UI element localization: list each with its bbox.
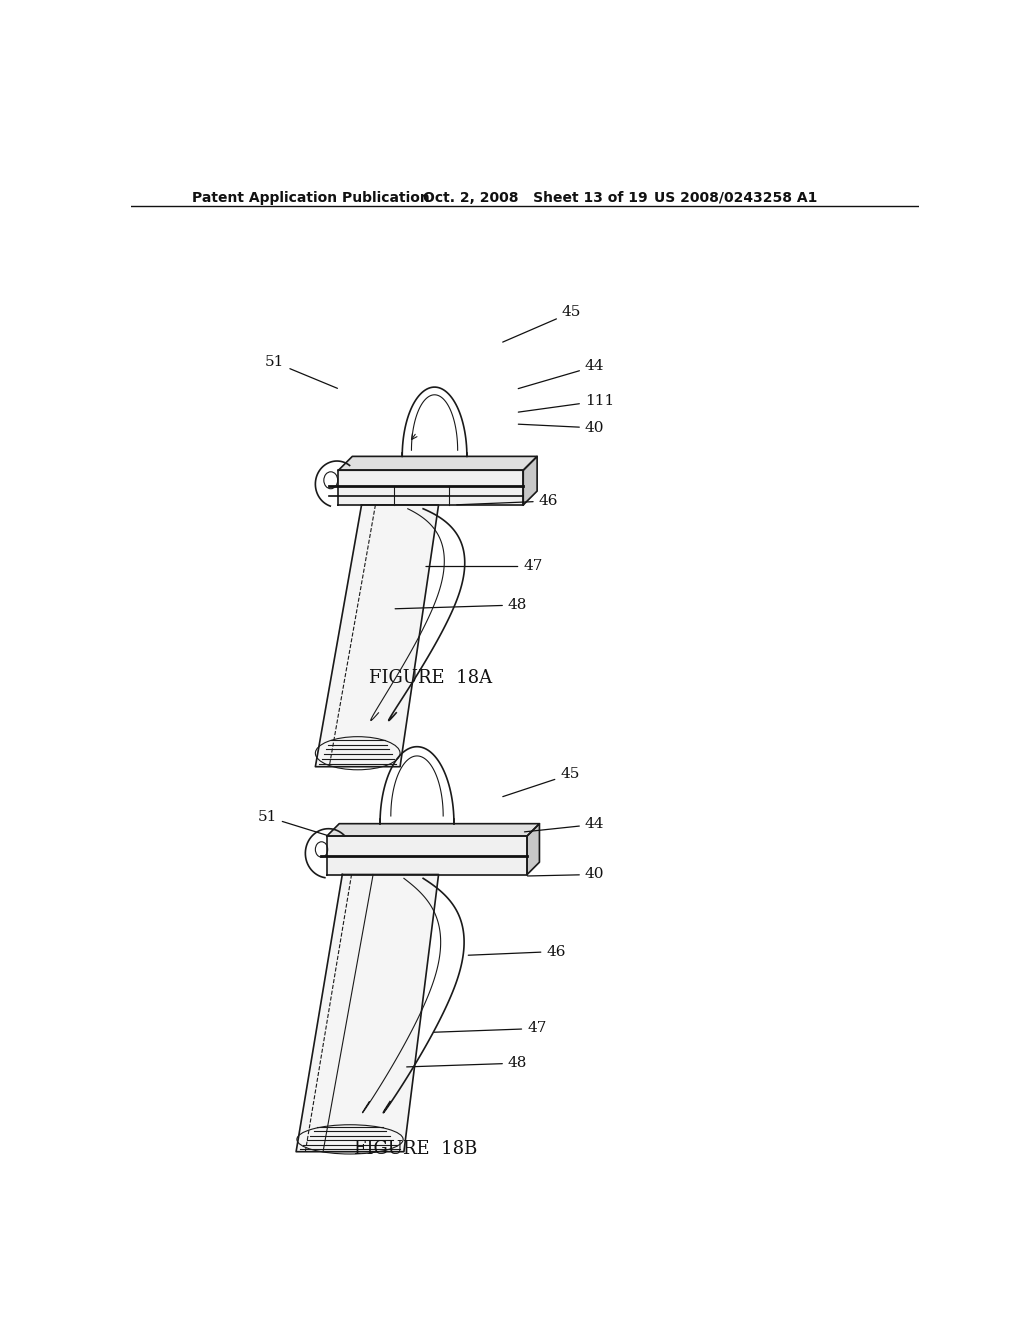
Text: Oct. 2, 2008   Sheet 13 of 19: Oct. 2, 2008 Sheet 13 of 19 bbox=[423, 191, 648, 205]
Text: 48: 48 bbox=[407, 1056, 527, 1071]
Text: 40: 40 bbox=[518, 421, 604, 434]
Polygon shape bbox=[339, 470, 523, 506]
Polygon shape bbox=[327, 836, 527, 875]
Text: 46: 46 bbox=[457, 494, 558, 508]
Polygon shape bbox=[296, 875, 438, 1151]
Text: FIGURE  18A: FIGURE 18A bbox=[370, 669, 493, 686]
Text: 45: 45 bbox=[503, 305, 582, 342]
Text: US 2008/0243258 A1: US 2008/0243258 A1 bbox=[654, 191, 817, 205]
Polygon shape bbox=[523, 457, 538, 506]
Polygon shape bbox=[527, 824, 540, 875]
Text: 40: 40 bbox=[527, 867, 604, 882]
Text: Patent Application Publication: Patent Application Publication bbox=[193, 191, 430, 205]
Text: 44: 44 bbox=[518, 359, 604, 388]
Polygon shape bbox=[339, 457, 538, 470]
Text: 44: 44 bbox=[524, 817, 604, 832]
Text: 51: 51 bbox=[265, 355, 338, 388]
Text: 46: 46 bbox=[468, 945, 566, 958]
Text: 51: 51 bbox=[257, 809, 327, 836]
Text: FIGURE  18B: FIGURE 18B bbox=[353, 1140, 477, 1158]
Text: 47: 47 bbox=[433, 1022, 547, 1035]
Polygon shape bbox=[327, 824, 540, 836]
Text: 48: 48 bbox=[395, 598, 527, 612]
Text: 45: 45 bbox=[503, 767, 580, 797]
Text: 111: 111 bbox=[518, 393, 614, 412]
Polygon shape bbox=[315, 506, 438, 767]
Text: 47: 47 bbox=[426, 560, 543, 573]
